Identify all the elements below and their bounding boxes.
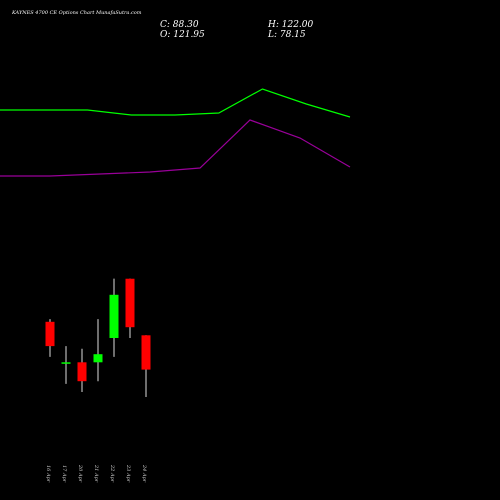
x-axis-label: 17 Apr xyxy=(61,465,67,483)
candle-body xyxy=(61,362,71,364)
candle-body xyxy=(93,354,103,363)
high-value: H: 122.00 xyxy=(268,20,314,30)
upper-line xyxy=(0,88,351,118)
upper-line-layer xyxy=(0,88,351,118)
candles-layer xyxy=(45,278,151,397)
lower-line xyxy=(0,119,351,177)
x-axis-label: 20 Apr xyxy=(77,464,83,483)
low-value: L: 78.15 xyxy=(268,30,306,40)
x-axis-label: 24 Apr xyxy=(141,464,147,483)
lower-line-layer xyxy=(0,119,351,177)
x-axis-label: 22 Apr xyxy=(109,464,115,483)
x-axis-label: 16 Apr xyxy=(45,465,51,483)
candle-body xyxy=(109,294,119,338)
x-axis-label: 23 Apr xyxy=(125,464,131,483)
close-value: C: 88.30 xyxy=(160,20,199,30)
x-axis-label: 21 Apr xyxy=(93,464,99,483)
open-value: O: 121.95 xyxy=(160,30,205,40)
candle-body xyxy=(141,335,151,370)
candle-body xyxy=(125,278,135,328)
candle-body xyxy=(45,321,55,347)
candle-body xyxy=(77,362,87,382)
chart-title: KAYNES 4700 CE Options Chart MunafaSutra… xyxy=(12,10,142,16)
x-axis-labels: 16 Apr 17 Apr 20 Apr 21 Apr 22 Apr 23 Apr 24 A… xyxy=(45,464,147,483)
